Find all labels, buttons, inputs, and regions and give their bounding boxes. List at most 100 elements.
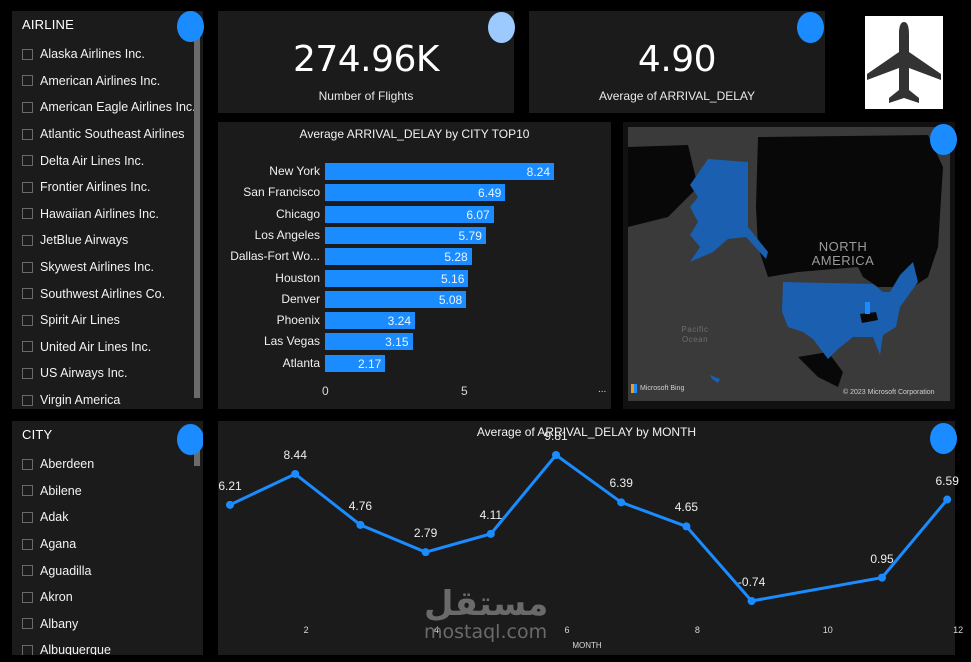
slicer-item[interactable]: Southwest Airlines Co. — [22, 280, 189, 307]
slicer-item[interactable]: Spirit Air Lines — [22, 307, 189, 334]
map-focus-dot[interactable] — [930, 124, 957, 155]
checkbox[interactable] — [22, 208, 33, 220]
checkbox[interactable] — [22, 128, 33, 140]
slicer-item[interactable]: United Air Lines Inc. — [22, 334, 189, 361]
bar[interactable]: 2.17 — [325, 354, 386, 372]
slicer-item[interactable]: Aberdeen — [22, 451, 189, 478]
slicer-item[interactable]: Hawaiian Airlines Inc. — [22, 201, 189, 228]
airline-focus-dot[interactable] — [177, 11, 204, 42]
slicer-item[interactable]: American Airlines Inc. — [22, 68, 189, 95]
data-point[interactable] — [617, 498, 626, 507]
data-point[interactable] — [552, 451, 560, 459]
slicer-item-label: Skywest Airlines Inc. — [40, 260, 154, 275]
checkbox[interactable] — [22, 101, 33, 113]
slicer-item[interactable]: Albany — [22, 611, 189, 638]
slicer-item[interactable]: Agana — [22, 531, 189, 558]
checkbox[interactable] — [22, 261, 33, 273]
checkbox[interactable] — [22, 644, 33, 655]
bar[interactable]: 5.28 — [325, 248, 472, 266]
slicer-item[interactable]: Frontier Airlines Inc. — [22, 174, 189, 201]
more-options-icon[interactable]: ... — [598, 384, 607, 395]
checkbox[interactable] — [22, 75, 33, 87]
map-copyright[interactable]: © 2023 Microsoft Corporation — [843, 389, 935, 396]
checkbox[interactable] — [22, 458, 33, 470]
bar-row: Dallas-Fort Wo... 5.28 — [218, 248, 611, 266]
checkbox[interactable] — [22, 591, 33, 603]
bar[interactable]: 6.49 — [325, 184, 506, 202]
bar-row: New York 8.24 — [218, 163, 611, 180]
checkbox[interactable] — [22, 234, 33, 246]
map-canvas[interactable]: NORTH AMERICA Pacific Ocean Microsoft Bi… — [628, 127, 950, 401]
x-axis-title: MONTH — [572, 641, 602, 650]
data-point[interactable] — [747, 597, 756, 605]
slicer-item[interactable]: American Eagle Airlines Inc. — [22, 94, 196, 121]
slicer-item[interactable]: Albuquerque — [22, 637, 189, 655]
kpi-focus-dot[interactable] — [488, 12, 515, 43]
checkbox[interactable] — [22, 538, 33, 550]
data-point-label: 4.76 — [348, 498, 373, 513]
line-series[interactable] — [218, 421, 955, 655]
slicer-item[interactable]: Abilene — [22, 478, 189, 505]
bar[interactable]: 5.08 — [325, 290, 467, 308]
data-point-label: 6.21 — [218, 478, 242, 493]
slicer-item-label: Southwest Airlines Co. — [40, 286, 166, 301]
slicer-item-label: JetBlue Airways — [40, 233, 129, 248]
city-focus-dot[interactable] — [177, 424, 203, 455]
bar-category-label: Phoenix — [276, 313, 320, 328]
checkbox[interactable] — [22, 618, 33, 630]
bar-category-label: Denver — [281, 291, 320, 306]
bar[interactable]: 8.24 — [325, 163, 554, 180]
checkbox[interactable] — [22, 181, 33, 193]
bar-value-label: 2.17 — [357, 356, 382, 371]
slicer-item[interactable]: Delta Air Lines Inc. — [22, 147, 189, 174]
checkbox[interactable] — [22, 48, 33, 60]
checkbox[interactable] — [22, 485, 33, 497]
checkbox[interactable] — [22, 314, 33, 326]
slicer-item[interactable]: US Airways Inc. — [22, 360, 189, 387]
slicer-item-label: US Airways Inc. — [40, 366, 128, 381]
data-point[interactable] — [291, 469, 300, 478]
data-point[interactable] — [356, 520, 365, 529]
checkbox[interactable] — [22, 511, 33, 523]
slicer-item-label: United Air Lines Inc. — [40, 339, 152, 354]
checkbox[interactable] — [22, 367, 33, 379]
data-point[interactable] — [486, 529, 495, 538]
data-point[interactable] — [943, 495, 952, 504]
slicer-item-label: Hawaiian Airlines Inc. — [40, 206, 159, 221]
data-point-label: 6.39 — [609, 476, 633, 491]
slicer-item[interactable]: JetBlue Airways — [22, 227, 189, 254]
checkbox[interactable] — [22, 288, 33, 300]
bar-value-label: 5.08 — [438, 292, 463, 307]
checkbox[interactable] — [22, 394, 33, 406]
slicer-item[interactable]: Atlantic Southeast Airlines — [22, 121, 189, 148]
city-scrollbar[interactable] — [194, 446, 200, 466]
slicer-item[interactable]: Aguadilla — [22, 557, 189, 584]
bar-row: San Francisco 6.49 — [218, 184, 611, 202]
bar[interactable]: 3.15 — [325, 333, 413, 351]
checkbox[interactable] — [22, 341, 33, 353]
data-point[interactable] — [682, 522, 691, 531]
bing-attribution[interactable]: Microsoft Bing — [640, 385, 685, 392]
watermark-arabic: مستقل — [424, 584, 549, 624]
line-focus-dot[interactable] — [930, 423, 957, 454]
kpi-focus-dot[interactable] — [797, 12, 824, 43]
slicer-item[interactable]: Virgin America — [22, 387, 189, 414]
data-point[interactable] — [878, 573, 886, 582]
line-chart-by-month: Average of ARRIVAL_DELAY by MONTH 6.21 8.… — [218, 421, 963, 655]
slicer-item[interactable]: Akron — [22, 584, 189, 611]
x-axis-tick: 8 — [694, 625, 700, 635]
slicer-item-label: Delta Air Lines Inc. — [40, 153, 145, 168]
bar[interactable]: 3.24 — [325, 312, 416, 330]
data-point[interactable] — [226, 500, 234, 509]
bar-row: Atlanta 2.17 — [218, 354, 611, 372]
airline-scrollbar[interactable] — [194, 33, 200, 398]
bar[interactable]: 5.79 — [325, 226, 486, 244]
bar[interactable]: 6.07 — [325, 205, 494, 223]
checkbox[interactable] — [22, 155, 33, 167]
checkbox[interactable] — [22, 565, 33, 577]
slicer-item[interactable]: Skywest Airlines Inc. — [22, 254, 189, 281]
slicer-item[interactable]: Alaska Airlines Inc. — [22, 41, 189, 68]
bar[interactable]: 5.16 — [325, 269, 469, 287]
data-point[interactable] — [421, 548, 430, 557]
slicer-item[interactable]: Adak — [22, 504, 189, 531]
